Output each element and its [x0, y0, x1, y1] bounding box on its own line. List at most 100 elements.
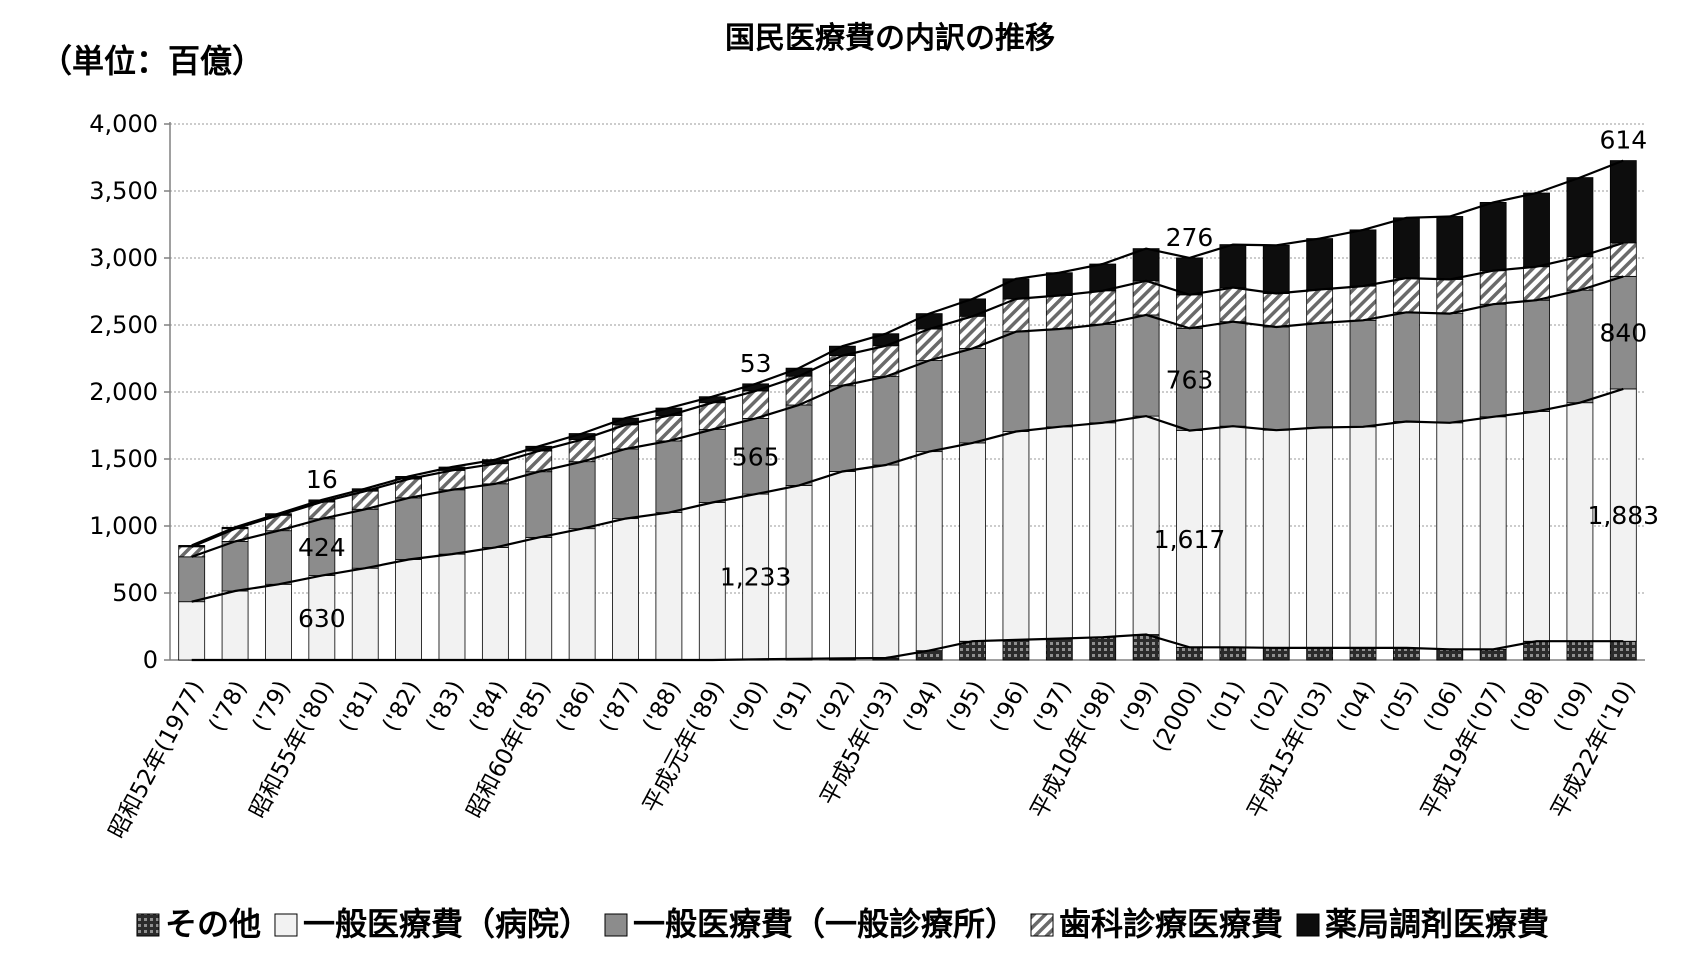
bar-segment	[742, 417, 770, 495]
data-labels: 630 424 16 1,233 565 53 1,617 763 276 1,883 840 614	[298, 126, 1659, 633]
bar-segment	[178, 601, 206, 661]
bar-segment	[1089, 290, 1117, 325]
bar-segment	[1089, 422, 1117, 638]
x-tick-label: ('90)	[725, 677, 773, 736]
bar-segment	[1392, 217, 1420, 279]
bar-segment	[1045, 295, 1073, 330]
series-line	[191, 159, 1624, 547]
bar-segment	[1306, 647, 1334, 661]
legend-swatch	[604, 913, 628, 937]
x-tick-label: ('95)	[942, 677, 990, 736]
bar-segment	[1045, 328, 1073, 428]
x-axis-ticks: 昭和52年(1977)('78)('79)昭和55年('80)('81)('82…	[104, 677, 1641, 844]
bar-segment	[1002, 639, 1030, 661]
bar-segment	[525, 536, 553, 661]
bar-segment	[1306, 427, 1334, 649]
bar-segment	[1479, 270, 1507, 305]
series-line	[191, 387, 1624, 603]
bar-segment	[742, 493, 770, 660]
legend-swatch	[1296, 913, 1320, 937]
bar-segment	[1176, 257, 1203, 296]
bar-segment	[1392, 311, 1420, 422]
bar-segment	[1609, 640, 1637, 661]
bar-segment	[655, 440, 683, 514]
bar-segment	[1132, 415, 1160, 635]
data-label: 630	[298, 604, 346, 633]
bar-segment	[1219, 646, 1247, 661]
x-tick-label: ('81)	[334, 677, 382, 736]
bar-segment	[1089, 636, 1117, 661]
x-tick-label: ('96)	[985, 677, 1033, 736]
bar-segment	[612, 448, 639, 520]
bar-segment	[655, 512, 683, 661]
bar-segment	[915, 360, 943, 453]
bar-segment	[1566, 640, 1594, 661]
axes	[164, 122, 1645, 661]
y-tick-label: 500	[112, 579, 158, 607]
bar-segment	[308, 518, 336, 576]
bar-segment	[1609, 242, 1637, 277]
bar-segment	[1219, 287, 1247, 323]
data-label: 16	[306, 465, 338, 494]
bar-segment	[1479, 201, 1507, 272]
bar-segment	[1479, 303, 1507, 418]
bar-segment	[1132, 248, 1160, 282]
bar-segment	[1523, 299, 1550, 412]
data-label: 614	[1599, 126, 1647, 155]
bar-segment	[221, 590, 249, 661]
bar-segment	[1436, 279, 1464, 315]
bar-segment	[568, 461, 596, 530]
y-tick-label: 4,000	[89, 110, 158, 138]
unit-label: （単位：百億）	[40, 42, 264, 80]
bar-segment	[1306, 322, 1334, 428]
bar-segment	[1349, 285, 1377, 321]
chart-title: 国民医療費の内訳の推移	[725, 21, 1055, 56]
bar-segment	[1002, 278, 1030, 300]
bar-segment	[959, 442, 986, 642]
bar-segment	[1349, 426, 1377, 649]
bar-segment	[1609, 388, 1637, 642]
data-label: 1,883	[1588, 501, 1660, 530]
y-axis-ticks: 0 500 1,000 1,500 2,000 2,500 3,000 3,500 4,000	[89, 110, 158, 674]
bar-segment	[1089, 323, 1117, 424]
bar-segment	[872, 464, 900, 659]
x-tick-label: ('04)	[1332, 677, 1380, 736]
bar-segment	[742, 390, 770, 419]
bar-segment	[1349, 319, 1377, 428]
bar-segment	[1436, 648, 1464, 661]
bar-segment	[1132, 314, 1160, 417]
bar-segment	[1045, 272, 1073, 296]
bar-segment	[395, 559, 423, 661]
bar-segment	[655, 415, 683, 442]
bar-segment	[1566, 177, 1594, 258]
bar-segment	[959, 348, 986, 444]
x-tick-label: ('86)	[551, 677, 599, 736]
bar-segment	[1089, 263, 1117, 292]
bar-segment	[1176, 646, 1203, 661]
bar-segment	[1523, 266, 1550, 301]
bar-segment	[178, 556, 206, 603]
bar-segment	[1176, 327, 1203, 431]
data-label: 1,233	[720, 563, 792, 592]
x-tick-label: ('91)	[768, 677, 816, 736]
bar-segment	[829, 385, 856, 472]
bar-segment	[1566, 256, 1594, 291]
bar-segment	[395, 497, 423, 560]
bar-segment	[1219, 244, 1247, 288]
bar-segment	[1262, 647, 1290, 661]
bar-segment	[1306, 238, 1334, 290]
legend-label: 一般医療費（一般診療所）	[633, 905, 1017, 943]
bar-segment	[481, 547, 509, 661]
bar-segment	[1436, 216, 1464, 280]
legend-swatch	[274, 913, 298, 937]
data-label: 276	[1166, 223, 1214, 252]
legend-label: 歯科診療医療費	[1059, 905, 1283, 943]
bar-segment	[1002, 331, 1030, 432]
bar-segment	[1045, 426, 1073, 639]
x-tick-label: ('83)	[421, 677, 469, 736]
bar-segment	[785, 404, 813, 486]
data-label: 565	[732, 442, 780, 471]
data-label: 763	[1166, 365, 1214, 394]
bar-segment	[1176, 294, 1203, 329]
